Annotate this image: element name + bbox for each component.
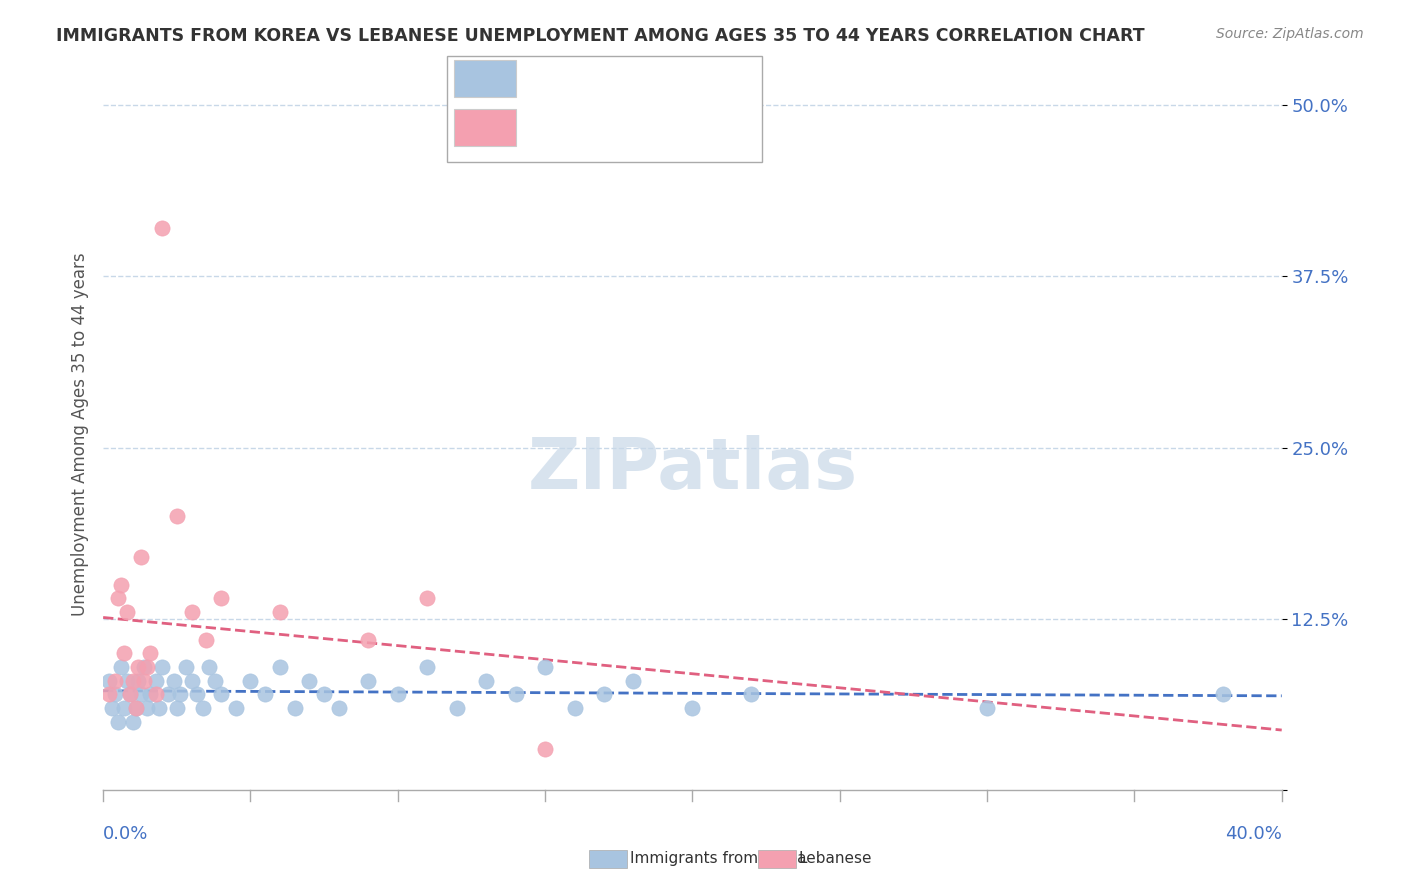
Point (156, 687, 179, 701)
Point (269, 605, 291, 619)
Point (239, 673, 262, 688)
Point (623, 673, 645, 688)
Point (150, 660, 173, 674)
Text: 0.0%: 0.0% (103, 824, 149, 843)
Point (328, 701, 350, 715)
Point (112, 646, 135, 660)
Point (127, 673, 149, 688)
Point (475, 673, 498, 688)
Point (269, 660, 291, 674)
Point (195, 632, 218, 647)
Point (104, 687, 127, 701)
Y-axis label: Unemployment Among Ages 35 to 44 years: Unemployment Among Ages 35 to 44 years (72, 252, 89, 615)
Point (166, 509, 188, 524)
Point (166, 701, 188, 715)
Point (357, 632, 380, 647)
Point (118, 687, 141, 701)
Point (225, 701, 247, 715)
Point (136, 660, 159, 674)
Point (564, 701, 586, 715)
Point (180, 673, 202, 688)
Point (107, 714, 129, 729)
Point (134, 660, 156, 674)
Point (416, 591, 439, 606)
Point (254, 687, 277, 701)
Point (1212, 687, 1234, 701)
Point (110, 577, 132, 591)
Point (357, 673, 380, 688)
Point (186, 687, 208, 701)
Point (446, 701, 468, 715)
Point (121, 673, 143, 688)
Point (124, 701, 146, 715)
Point (148, 701, 170, 715)
Text: ZIPatlas: ZIPatlas (527, 435, 858, 504)
Point (681, 701, 703, 715)
Point (139, 687, 162, 701)
Point (204, 673, 226, 688)
Point (127, 660, 149, 674)
Point (174, 660, 197, 674)
Point (104, 673, 127, 688)
Point (593, 687, 616, 701)
Point (145, 673, 167, 688)
Point (198, 660, 221, 674)
Text: Immigrants from Korea: Immigrants from Korea (630, 852, 807, 866)
Point (98, 673, 121, 688)
Point (314, 687, 336, 701)
Point (124, 701, 146, 715)
Point (740, 687, 762, 701)
Text: 40.0%: 40.0% (1225, 824, 1282, 843)
Point (209, 591, 232, 606)
Point (180, 605, 202, 619)
Text: Source: ZipAtlas.com: Source: ZipAtlas.com (1216, 27, 1364, 41)
Point (101, 701, 124, 715)
Point (112, 701, 135, 715)
Point (136, 701, 159, 715)
Point (163, 673, 186, 688)
Point (131, 687, 153, 701)
Text: Lebanese: Lebanese (799, 852, 872, 866)
Point (387, 687, 409, 701)
Point (98, 687, 121, 701)
Point (534, 660, 557, 674)
Point (115, 605, 138, 619)
Point (121, 714, 143, 729)
Text: R =  0.142   N =  24: R = 0.142 N = 24 (520, 120, 738, 137)
Point (505, 687, 527, 701)
Point (134, 673, 156, 688)
Point (284, 701, 307, 715)
Point (169, 687, 191, 701)
Point (115, 673, 138, 688)
Point (118, 687, 141, 701)
Point (209, 687, 232, 701)
Point (193, 701, 215, 715)
Point (131, 550, 153, 565)
Point (107, 591, 129, 606)
Point (110, 660, 132, 674)
Point (534, 742, 557, 756)
Point (976, 701, 998, 715)
Text: IMMIGRANTS FROM KOREA VS LEBANESE UNEMPLOYMENT AMONG AGES 35 TO 44 YEARS CORRELA: IMMIGRANTS FROM KOREA VS LEBANESE UNEMPL… (56, 27, 1144, 45)
Point (150, 221, 173, 235)
Point (139, 646, 162, 660)
Point (416, 660, 439, 674)
Point (145, 687, 167, 701)
Text: R =  0.007   N =  51: R = 0.007 N = 51 (520, 70, 738, 88)
Point (298, 673, 321, 688)
